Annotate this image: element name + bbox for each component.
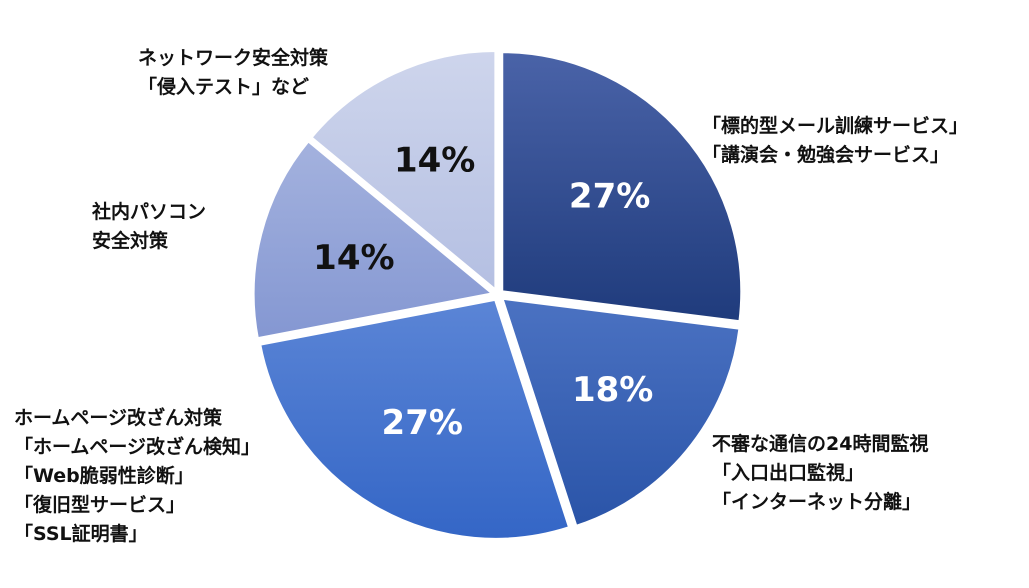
label-line: ホームページ改ざん対策 bbox=[14, 407, 223, 429]
label-line: 「侵入テスト」など bbox=[138, 76, 310, 98]
label-line: 「講演会・勉強会サービス」 bbox=[702, 144, 950, 166]
pie-value-label-network-security: 14% bbox=[394, 140, 475, 180]
label-line: 安全対策 bbox=[92, 230, 169, 252]
label-line: 「SSL証明書」 bbox=[14, 523, 148, 545]
pie-value-label-phishing-training: 27% bbox=[569, 177, 650, 217]
pie-slice-phishing-training bbox=[500, 50, 744, 324]
label-line: 「Web脆弱性診断」 bbox=[14, 465, 194, 487]
slice-label-phishing-training: 「標的型メール訓練サービス」 「講演会・勉強会サービス」 bbox=[702, 112, 968, 170]
label-line: 「入口出口監視」 bbox=[712, 462, 865, 484]
pie-value-label-traffic-monitoring: 18% bbox=[572, 370, 653, 410]
label-line: 不審な通信の24時間監視 bbox=[712, 433, 929, 455]
slice-label-traffic-monitoring: 不審な通信の24時間監視 「入口出口監視」 「インターネット分離」 bbox=[712, 430, 928, 517]
slice-label-website-tamper: ホームページ改ざん対策 「ホームページ改ざん検知」 「Web脆弱性診断」 「復旧… bbox=[14, 404, 260, 549]
pie-slice-traffic-monitoring bbox=[499, 296, 742, 529]
pie-value-label-pc-security: 14% bbox=[313, 238, 394, 278]
slice-label-network-security: ネットワーク安全対策 「侵入テスト」など bbox=[138, 44, 328, 102]
label-line: ネットワーク安全対策 bbox=[138, 47, 329, 69]
pie-slice-website-tamper bbox=[257, 297, 572, 541]
label-line: 「復旧型サービス」 bbox=[14, 494, 186, 516]
label-line: 「インターネット分離」 bbox=[712, 491, 922, 513]
pie-slice-network-security bbox=[308, 48, 498, 294]
pie-value-label-website-tamper: 27% bbox=[382, 403, 463, 443]
label-line: 「標的型メール訓練サービス」 bbox=[702, 115, 969, 137]
slice-label-pc-security: 社内パソコン 安全対策 bbox=[92, 198, 206, 256]
pie-slice-pc-security bbox=[251, 138, 497, 341]
label-line: 「ホームページ改ざん検知」 bbox=[14, 436, 261, 458]
label-line: 社内パソコン bbox=[92, 201, 207, 223]
